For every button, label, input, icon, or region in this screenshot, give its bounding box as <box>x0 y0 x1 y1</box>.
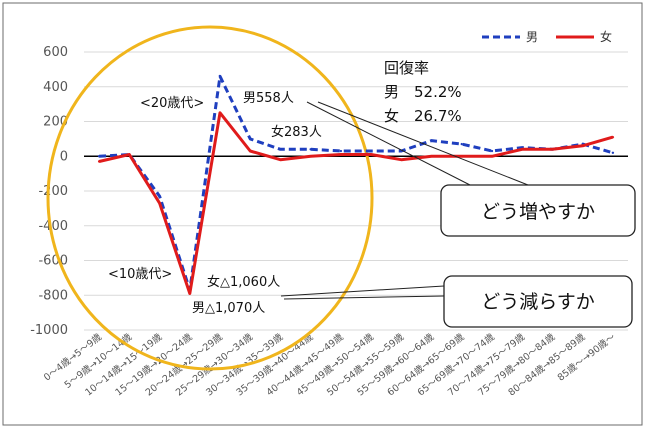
series-0-point <box>339 149 343 153</box>
y-tick-label: 0 <box>60 149 68 164</box>
series-0-point <box>309 148 312 151</box>
y-tick-label: -200 <box>38 184 68 199</box>
y-tick-label: 400 <box>43 80 68 95</box>
series-0-point <box>218 75 222 78</box>
annotation-20s: <20歳代> <box>140 96 204 111</box>
series-0-point <box>249 137 252 141</box>
callout-increase-box <box>440 184 636 237</box>
leader-line-male-1070 <box>280 285 445 297</box>
series-1-point <box>188 292 191 295</box>
leader-line-male-558 <box>306 101 471 186</box>
series-1-point <box>430 155 433 158</box>
series-1-point <box>581 144 584 148</box>
series-1-point <box>249 149 252 153</box>
callout-decrease: どう減らすか <box>443 275 633 328</box>
callout-decrease-text: どう減らすか <box>481 291 595 313</box>
leader-line-male-558-b <box>317 101 529 186</box>
series-1-point <box>490 155 494 158</box>
series-1-point <box>218 111 222 115</box>
annotation-10s: <10歳代> <box>108 267 172 282</box>
recovery-rate-male: 男 52.2% <box>384 83 462 101</box>
series-1-point <box>279 158 282 161</box>
series-1-point <box>309 155 312 158</box>
callout-increase: どう増やすか <box>440 184 636 237</box>
leader-lines <box>280 101 529 300</box>
series-0-point <box>460 142 463 146</box>
callout-decrease-box <box>443 275 633 328</box>
series-0-point <box>279 148 282 151</box>
series-0-point <box>369 149 373 153</box>
series-0-point <box>611 151 615 154</box>
series-1-point <box>369 153 373 156</box>
series-1-point <box>400 158 403 161</box>
recovery-rate-block: 回復率 男 52.2% 女 26.7% <box>384 59 462 125</box>
annotation-male-1070: 男△1,070人 <box>192 301 265 316</box>
series-1-point <box>158 201 161 205</box>
series-1-point <box>611 135 615 139</box>
y-tick-label: -600 <box>38 254 68 269</box>
x-axis-ticks: 0～4歳→5～9歳5～9歳→10～14歳10～14歳→15～19歳15～19歳→… <box>41 331 618 399</box>
highlight-circle <box>46 25 374 371</box>
legend-male-label: 男 <box>526 30 538 44</box>
series-1-point <box>460 155 463 158</box>
annotation-female-1060: 女△1,060人 <box>207 274 280 290</box>
recovery-rate-title: 回復率 <box>384 59 429 77</box>
series-0-point <box>158 195 161 198</box>
y-tick-label: 600 <box>43 45 68 60</box>
legend: 男 女 <box>482 29 612 44</box>
series-1-point <box>339 153 343 156</box>
series-0-point <box>97 155 101 158</box>
series-line-0 <box>99 74 614 292</box>
annotation-male-558: 男558人 <box>243 91 294 106</box>
series-1-point <box>551 148 554 151</box>
y-tick-label: -1000 <box>30 323 68 338</box>
series-1-point <box>97 160 101 163</box>
y-tick-label: -800 <box>38 288 68 303</box>
series-1-point <box>128 153 131 156</box>
series-0-point <box>430 139 433 142</box>
series-1-point <box>521 148 524 151</box>
legend-female-label: 女 <box>600 29 612 44</box>
y-tick-label: -400 <box>38 219 68 234</box>
series-line-1 <box>98 111 614 295</box>
series-0-point <box>490 149 494 153</box>
callout-increase-text: どう増やすか <box>481 201 595 223</box>
annotation-female-283: 女283人 <box>271 124 322 140</box>
recovery-rate-female: 女 26.7% <box>384 107 462 125</box>
series-layer <box>97 74 615 295</box>
leader-line-male-1070-b <box>283 295 445 300</box>
